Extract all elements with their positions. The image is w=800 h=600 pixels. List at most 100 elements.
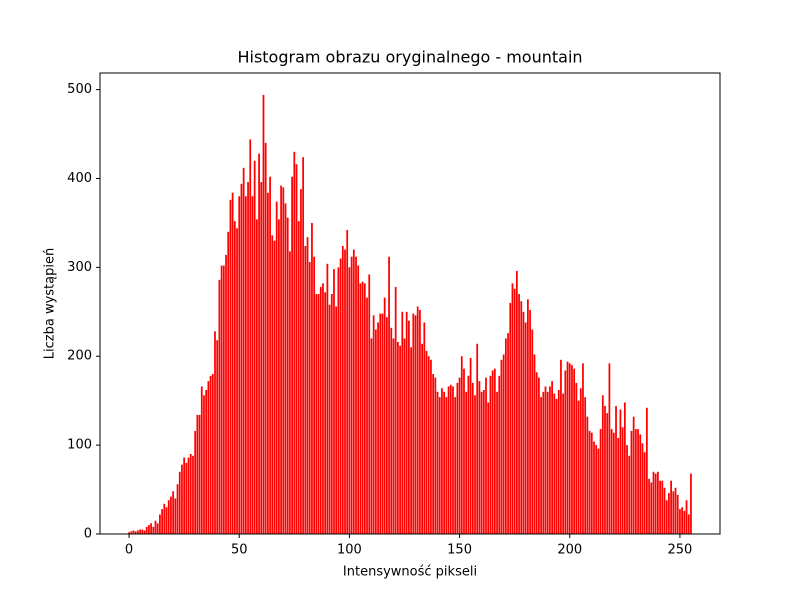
bar [412, 313, 415, 534]
bar [449, 384, 452, 534]
bar [154, 520, 157, 534]
y-tick-label: 300 [67, 260, 92, 275]
bar [372, 315, 375, 534]
bar [527, 299, 529, 534]
bar [399, 345, 401, 534]
bar [491, 370, 494, 534]
bar [185, 462, 188, 534]
bar [280, 185, 282, 534]
bar [480, 391, 483, 534]
x-tick-label: 100 [337, 543, 362, 558]
bar [513, 288, 516, 534]
y-tick-label: 200 [67, 349, 92, 364]
bar [593, 441, 595, 534]
bar [403, 338, 406, 534]
bar [679, 509, 681, 534]
bar [493, 368, 496, 534]
bar [588, 430, 591, 534]
bar [676, 494, 679, 534]
bar [366, 297, 368, 534]
bar [465, 391, 468, 534]
bar [520, 301, 523, 534]
bar [304, 246, 307, 535]
bar [467, 375, 470, 534]
bar [687, 514, 690, 534]
bar [388, 256, 390, 534]
bar [222, 265, 225, 534]
bar [511, 283, 514, 534]
bar [551, 381, 554, 534]
bar [242, 167, 245, 534]
bar [183, 457, 186, 534]
bar [619, 409, 622, 534]
bar [471, 382, 474, 534]
bar [390, 327, 393, 534]
plot-frame [99, 72, 721, 535]
bar [300, 189, 302, 534]
x-tick-label: 200 [557, 543, 582, 558]
bar [319, 286, 322, 534]
bar [200, 386, 203, 534]
bar [361, 281, 364, 534]
bar [306, 237, 309, 534]
bar [502, 354, 505, 534]
bar [478, 381, 481, 534]
bar [282, 187, 285, 534]
bar [531, 329, 534, 534]
bar [425, 350, 428, 534]
bar [187, 457, 190, 534]
bar [606, 413, 609, 534]
bar [216, 340, 219, 534]
bar [575, 382, 578, 534]
bar [670, 480, 672, 534]
bar [311, 222, 313, 534]
bar [632, 416, 635, 534]
bar [599, 429, 602, 534]
x-tick-label: 50 [231, 543, 248, 558]
bar [657, 471, 659, 534]
y-axis-label: Liczba wystąpień [43, 248, 58, 359]
bar [573, 368, 576, 534]
bar [167, 500, 170, 534]
bar [322, 283, 324, 534]
bar [661, 480, 664, 534]
bar [597, 448, 600, 534]
bar [434, 377, 437, 534]
bar [192, 455, 194, 534]
bar [423, 322, 426, 534]
bar [405, 311, 408, 534]
bar [214, 331, 216, 534]
bar [262, 94, 265, 534]
bar [542, 391, 545, 534]
bar [136, 530, 139, 534]
bar [579, 388, 582, 534]
bar [370, 338, 373, 534]
bar [509, 302, 512, 534]
bar [496, 391, 498, 534]
bar [507, 333, 509, 534]
bar [278, 219, 280, 534]
bar [665, 500, 668, 534]
bar [181, 464, 183, 534]
bar [612, 432, 615, 534]
bar [148, 525, 150, 534]
bar [608, 363, 611, 534]
bar [623, 402, 626, 534]
bar [176, 484, 179, 534]
bar [335, 306, 338, 534]
bar [392, 338, 395, 534]
x-tick-label: 150 [447, 543, 472, 558]
bar [460, 356, 463, 534]
bar [189, 454, 192, 534]
bar [229, 199, 232, 534]
bar [634, 429, 637, 534]
bar [553, 393, 556, 534]
bar [273, 240, 276, 534]
bar [568, 363, 571, 534]
bar [410, 347, 412, 534]
bar [130, 531, 133, 534]
bar [269, 176, 271, 535]
y-tick-label: 400 [67, 171, 92, 186]
bar [203, 395, 205, 534]
